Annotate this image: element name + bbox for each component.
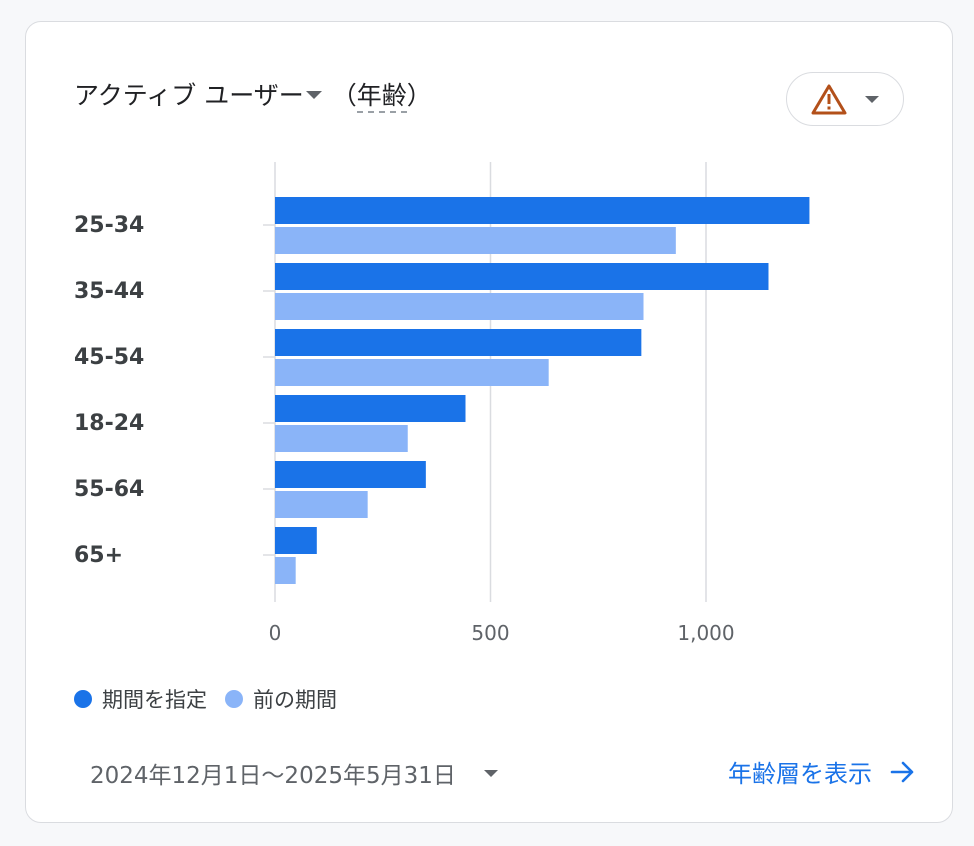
- view-age-groups-label: 年齢層を表示: [728, 760, 872, 788]
- y-tick-label: 45-54: [74, 345, 144, 370]
- bar-previous: [275, 359, 549, 386]
- legend-dot-previous: [225, 690, 243, 708]
- date-range-selector[interactable]: 2024年12月1日〜2025年5月31日: [90, 756, 498, 790]
- x-tick-label: 500: [471, 621, 509, 645]
- chart-card: アクティブ ユーザー （年齢） 0 500 1,000 25-34 35-44 45-54…: [25, 21, 953, 823]
- metric-label: アクティブ ユーザー: [74, 81, 304, 110]
- y-tick-label: 35-44: [74, 279, 144, 304]
- y-tick-label: 18-24: [74, 411, 144, 436]
- bar-chart: 0 500 1,000 25-34 35-44 45-54 18-24 55-64 65+: [74, 162, 810, 645]
- warning-triangle-icon: [811, 84, 847, 115]
- view-age-groups-link[interactable]: 年齢層を表示: [728, 754, 916, 789]
- legend-label-current: 期間を指定: [102, 688, 207, 712]
- caret-down-icon: [865, 95, 879, 103]
- legend-item-current: 期間を指定: [74, 684, 207, 714]
- bar-previous: [275, 227, 676, 254]
- arrow-right-icon: [890, 761, 914, 782]
- y-tick-label: 65+: [74, 543, 123, 568]
- dimension-close-paren: ）: [406, 81, 432, 110]
- bar-current: [275, 527, 317, 554]
- metric-selector[interactable]: アクティブ ユーザー: [74, 76, 322, 112]
- bar-current: [275, 263, 769, 290]
- bar-previous: [275, 293, 644, 320]
- bar-previous: [275, 557, 296, 584]
- x-tick-label: 1,000: [677, 621, 734, 645]
- y-tick-label: 25-34: [74, 213, 144, 238]
- bar-current: [275, 197, 810, 224]
- bar-previous: [275, 425, 408, 452]
- card-title: アクティブ ユーザー （年齢）: [74, 74, 432, 114]
- legend-label-previous: 前の期間: [253, 688, 337, 712]
- warning-button[interactable]: [786, 72, 904, 126]
- dimension-open-paren: （: [331, 81, 357, 110]
- dimension-label[interactable]: 年齢: [356, 81, 407, 113]
- legend-dot-current: [74, 690, 92, 708]
- y-tick-label: 55-64: [74, 477, 144, 502]
- bar-current: [275, 329, 642, 356]
- chart-legend: 期間を指定 前の期間: [74, 684, 355, 714]
- bar-current: [275, 461, 426, 488]
- dimension-wrapper: （年齢）: [331, 76, 432, 113]
- x-tick-label: 0: [269, 621, 282, 645]
- bar-current: [275, 395, 466, 422]
- caret-down-icon: [305, 91, 322, 99]
- caret-down-icon: [483, 769, 498, 777]
- legend-item-previous: 前の期間: [225, 684, 337, 714]
- date-range-text: 2024年12月1日〜2025年5月31日: [90, 763, 456, 789]
- bar-previous: [275, 491, 368, 518]
